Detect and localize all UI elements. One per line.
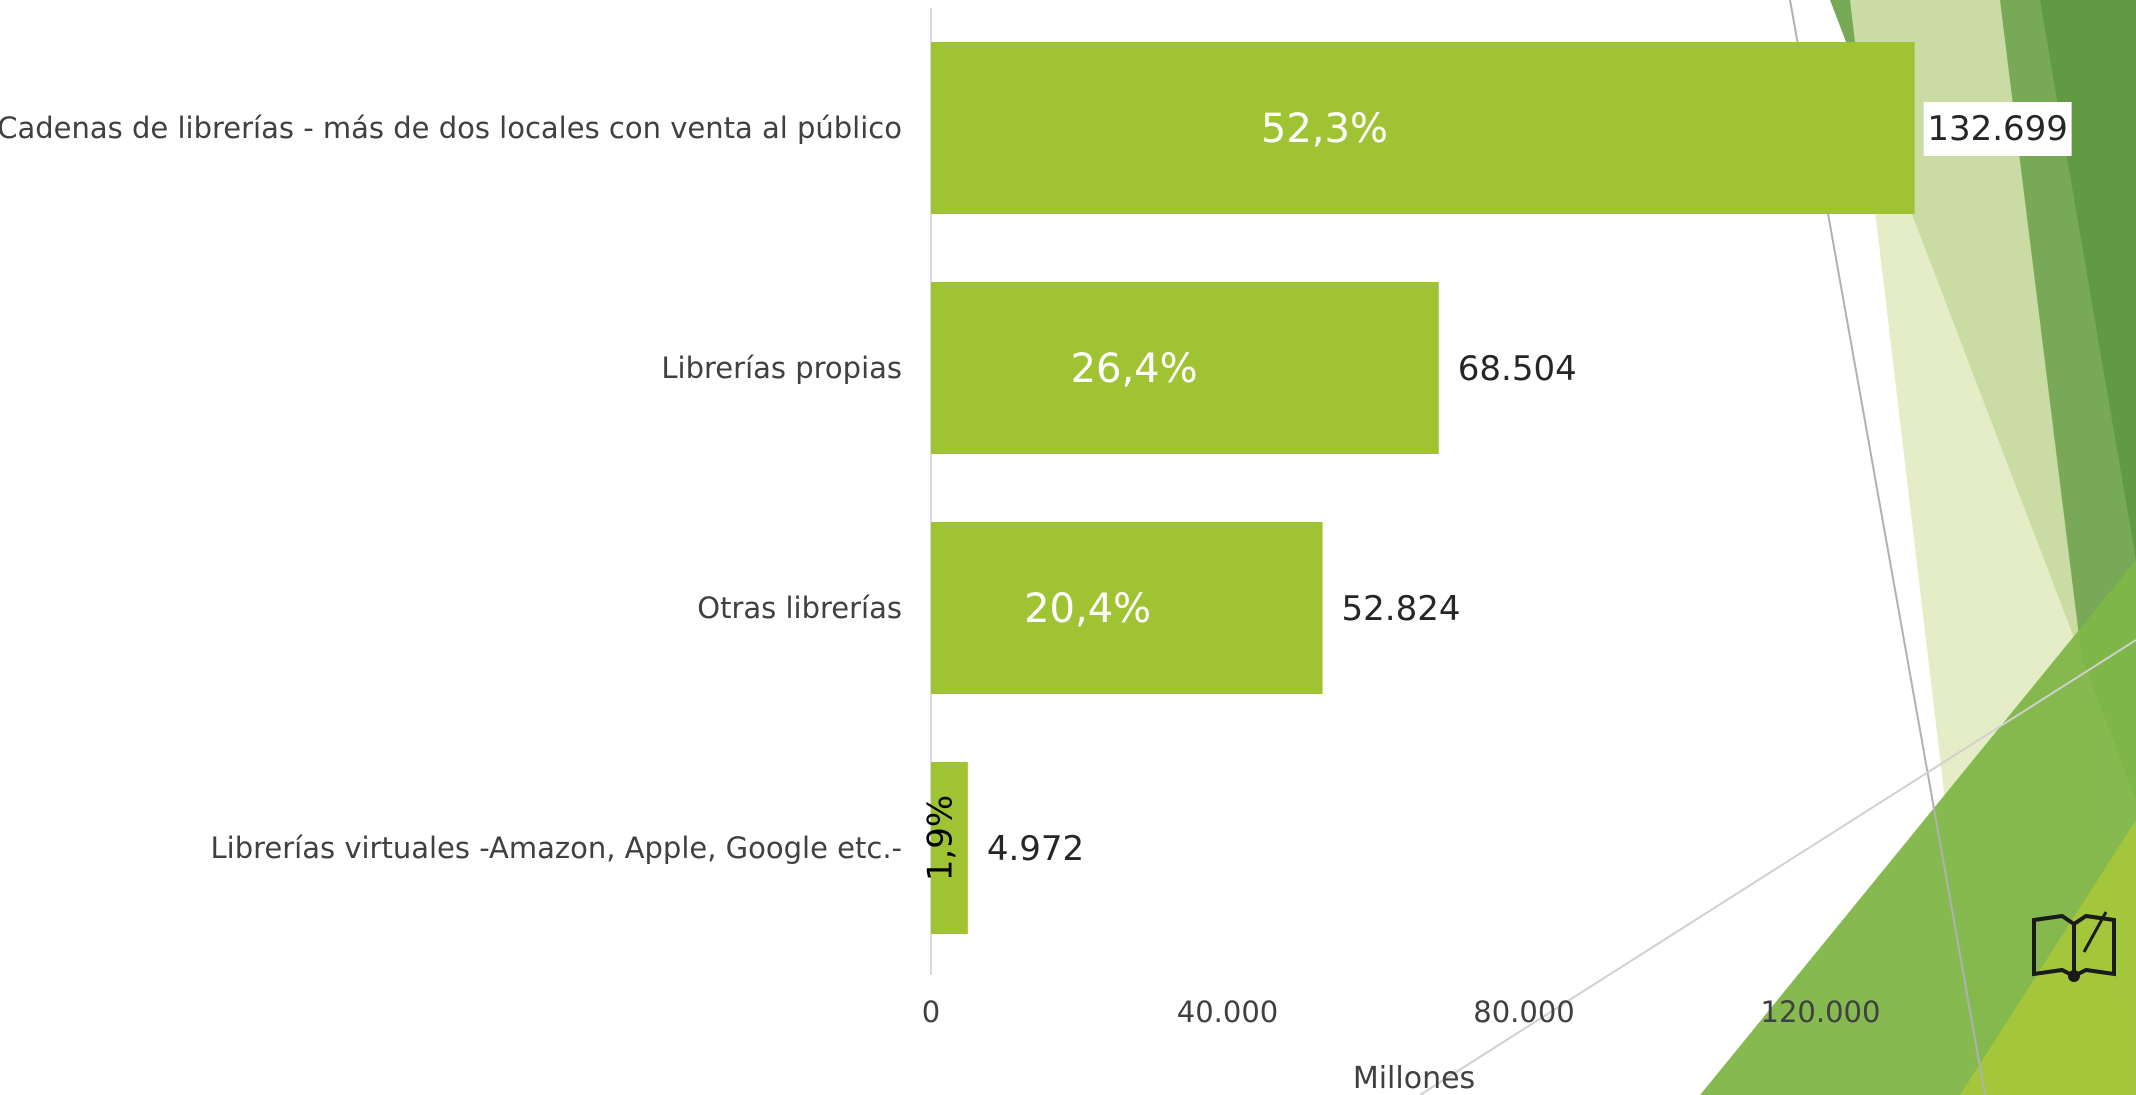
deco-mid-triangle xyxy=(1700,560,2136,1095)
category-label: Cadenas de librerías - más de dos locale… xyxy=(0,111,902,145)
bars-layer: 132.699 52,3% 68.504 26,4% 52.824 20,4% 4.972 1… xyxy=(920,42,2072,934)
category-label: Librerías propias xyxy=(661,351,902,385)
x-tick-label: 80.000 xyxy=(1473,995,1574,1029)
category-label: Otras librerías xyxy=(697,591,902,625)
value-label-box xyxy=(1923,102,2072,156)
deco-line-diagonal xyxy=(1419,639,2136,1095)
value-label: 68.504 xyxy=(1458,349,1577,389)
category-labels: Cadenas de librerías - más de dos locale… xyxy=(0,111,902,865)
book-logo-icon xyxy=(2032,911,2116,982)
x-tick-label: 0 xyxy=(922,995,940,1029)
bar xyxy=(931,522,1323,694)
value-label: 4.972 xyxy=(987,829,1084,869)
bar xyxy=(931,42,1915,214)
x-tick-label: 40.000 xyxy=(1177,995,1278,1029)
percent-label: 52,3% xyxy=(1261,106,1388,152)
bar xyxy=(931,282,1439,454)
bar xyxy=(931,762,968,934)
percent-label: 26,4% xyxy=(1071,346,1198,392)
x-axis-title: Millones xyxy=(1353,1061,1475,1095)
x-axis-ticks: 0 40.000 80.000 120.000 xyxy=(922,995,1881,1029)
x-tick-label: 120.000 xyxy=(1761,995,1881,1029)
percent-label: 20,4% xyxy=(1024,586,1151,632)
percent-label: 1,9% xyxy=(920,795,960,881)
deco-lime-triangle xyxy=(1960,820,2136,1095)
value-label: 132.699 xyxy=(1927,109,2068,149)
value-label: 52.824 xyxy=(1342,589,1461,629)
category-label: Librerías virtuales -Amazon, Apple, Goog… xyxy=(211,831,903,865)
